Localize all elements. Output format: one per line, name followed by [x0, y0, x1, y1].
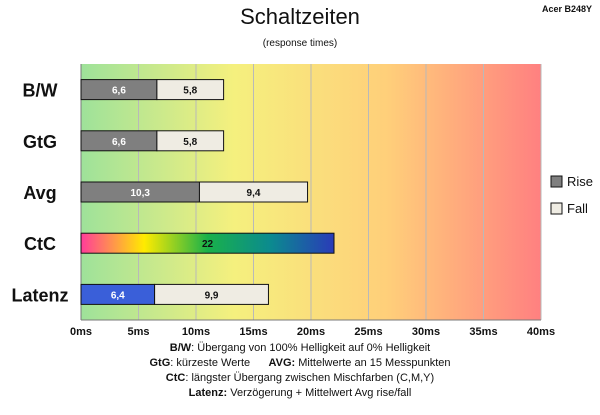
footnote-latenz: Latenz: Verzögerung + Mittelwert Avg ris… [0, 386, 600, 401]
x-tick-label: 35ms [469, 326, 497, 338]
footnote-ctc-key: CtC [165, 372, 186, 384]
x-tick-label: 10ms [182, 326, 210, 338]
chart-footnotes: B/W: Übergang von 100% Helligkeit auf 0%… [0, 341, 600, 401]
category-label: B/W [23, 81, 58, 101]
response-time-chart: 0ms 5ms 10ms 15ms 20ms 25ms 30ms 35ms 40ms B/W 6,6… [11, 64, 593, 338]
footnote-bw-key: B/W [169, 342, 192, 354]
footnote-gtg-key: GtG [149, 357, 171, 369]
category-label: Latenz [11, 285, 68, 305]
bar-fall [156, 130, 225, 152]
legend-label-rise: Rise [567, 174, 593, 189]
bar-fall [198, 181, 309, 203]
x-tick-label: 20ms [297, 326, 325, 338]
footnote-ctc-text: : längster Übergang zwischen Mischfarben… [185, 372, 435, 384]
footnote-gtg-text: : kürzeste Werte [170, 357, 251, 369]
x-tick-label: 5ms [127, 326, 149, 338]
chart-subtitle: (response times) [262, 38, 338, 49]
footnote-bw: B/W: Übergang von 100% Helligkeit auf 0%… [0, 341, 600, 356]
data-label-fall: 5,8 [183, 86, 197, 97]
x-tick-label: 0ms [70, 326, 92, 338]
x-tick-label: 25ms [354, 326, 382, 338]
x-tick-label: 40ms [527, 326, 555, 338]
legend-label-fall: Fall [567, 201, 588, 216]
data-label-rise: 6,4 [111, 290, 125, 301]
footnote-bw-text: : Übergang von 100% Helligkeit auf 0% He… [191, 342, 431, 354]
footnote-ctc: CtC: längster Übergang zwischen Mischfar… [0, 371, 600, 386]
x-tick-label: 30ms [412, 326, 440, 338]
x-tick-label: 15ms [239, 326, 267, 338]
footnote-latenz-key: Latenz: [188, 387, 228, 399]
monitor-model: Acer B248Y [541, 4, 592, 14]
data-label-rise: 6,6 [112, 86, 126, 97]
data-label-fall: 5,8 [183, 137, 197, 148]
legend-swatch-fall [550, 202, 563, 215]
category-label: GtG [23, 132, 57, 152]
footnote-latenz-text: Verzögerung + Mittelwert Avg rise/fall [227, 387, 412, 399]
bar-fall [156, 79, 225, 101]
data-label-rise: 10,3 [130, 188, 150, 199]
legend-swatch-rise [550, 175, 563, 188]
category-label: Avg [23, 183, 56, 203]
chart-title: Schaltzeiten [240, 4, 360, 29]
category-label: CtC [24, 234, 56, 254]
footnote-avg-key: AVG: [268, 357, 296, 369]
footnote-avg-text: Mittelwerte an 15 Messpunkten [295, 357, 451, 369]
data-label-ctc: 22 [202, 239, 214, 250]
data-label-rise: 6,6 [112, 137, 126, 148]
bar-fall [154, 283, 269, 305]
data-label-fall: 9,4 [247, 188, 261, 199]
footnote-gtg-avg: GtG: kürzeste Werte AVG: Mittelwerte an … [0, 356, 600, 371]
data-label-fall: 9,9 [205, 290, 219, 301]
bar-ctc [80, 232, 335, 254]
